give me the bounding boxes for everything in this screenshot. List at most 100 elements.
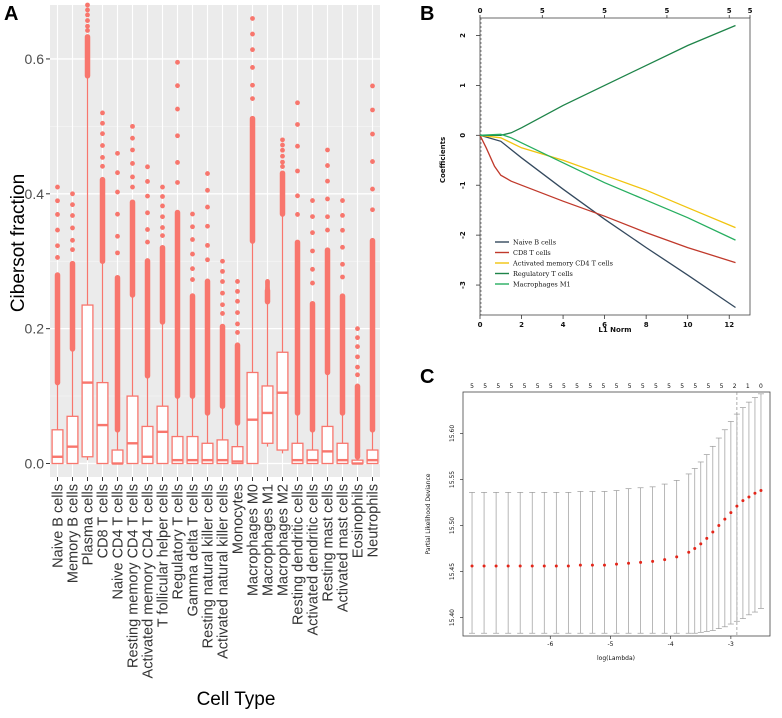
cv-mean-point xyxy=(717,524,721,528)
outlier-point xyxy=(100,110,105,116)
outlier-point xyxy=(340,261,345,267)
box-iqr xyxy=(276,351,289,451)
outlier-point xyxy=(310,230,315,236)
panel-b-top-tick-label: 5 xyxy=(748,7,753,15)
panel-b-top-tick-label: 5 xyxy=(602,7,607,15)
panel-c-top-label: 5 xyxy=(575,383,579,390)
outlier-point xyxy=(235,288,240,294)
cv-mean-point xyxy=(729,511,733,515)
outlier-point xyxy=(160,194,165,199)
panel-c-cv-curve: -6 -5 -4 -3 15.40 15.45 15.50 15.55 15.60 5 5 5 5 5 5 5… xyxy=(425,383,771,662)
outlier-point xyxy=(355,364,360,370)
panel-a-x-axis-title: Cell Type xyxy=(197,689,276,710)
box-resting-mast-cells xyxy=(321,147,334,465)
cv-mean-point xyxy=(590,563,594,567)
panel-c-y-axis-title: Partial Likelihood Deviance xyxy=(425,473,432,554)
outlier-point xyxy=(175,106,180,112)
box-plasma-cells xyxy=(81,2,94,461)
panel-c-x-tick-label: -3 xyxy=(728,641,734,648)
box-activated-mast-cells xyxy=(336,198,349,465)
coef-path-regulatory-t-cells xyxy=(480,24,736,136)
legend-label: CD8 T cells xyxy=(513,249,551,257)
panel-c-top-label: 5 xyxy=(496,383,500,390)
box-macrophages-m2 xyxy=(276,137,289,454)
outlier-point xyxy=(310,198,315,203)
outlier-point xyxy=(280,137,285,143)
outlier-point xyxy=(355,326,360,332)
outlier-point xyxy=(55,243,60,249)
box-iqr xyxy=(246,371,259,465)
panel-c-x-tick-label: -6 xyxy=(547,641,553,648)
outlier-point xyxy=(85,2,90,8)
outlier-point xyxy=(70,202,75,208)
outlier-point xyxy=(70,237,75,243)
outlier-point xyxy=(190,277,195,282)
cv-mean-point xyxy=(530,564,534,568)
box-monocytes xyxy=(231,279,244,465)
box-iqr xyxy=(111,449,124,465)
legend-label: Activated memory CD4 T cells xyxy=(512,259,613,267)
panel-a-category-label: Gamma delta T cells xyxy=(186,484,202,616)
outlier-point xyxy=(205,187,210,193)
outlier-point xyxy=(220,279,225,284)
cv-mean-point xyxy=(693,547,697,551)
panel-a-y-tick-label: 0.6 xyxy=(25,51,45,67)
panel-label-c: C xyxy=(420,366,434,388)
outlier-point xyxy=(55,184,60,190)
outlier-point xyxy=(355,335,360,341)
outlier-point xyxy=(205,204,210,210)
box-iqr xyxy=(321,425,334,465)
outlier-point xyxy=(160,225,165,230)
outlier-point xyxy=(100,120,105,126)
outlier-point xyxy=(205,171,210,176)
panel-c-y-tick-label: 15.40 xyxy=(449,609,456,626)
box-activated-dendritic-cells xyxy=(306,198,319,465)
outlier-point xyxy=(145,239,150,245)
outlier-point xyxy=(325,227,330,233)
outlier-point xyxy=(175,160,180,165)
outlier-point xyxy=(55,198,60,204)
outlier-point xyxy=(205,257,210,263)
outlier-point xyxy=(310,214,315,219)
outlier-point xyxy=(115,170,120,176)
panel-c-top-label: 5 xyxy=(641,383,645,390)
legend-label: Naive B cells xyxy=(513,238,556,246)
outlier-point xyxy=(370,107,375,113)
outlier-point xyxy=(130,174,135,180)
box-resting-natural-killer-cells xyxy=(201,171,214,465)
outlier-point xyxy=(220,302,225,308)
outlier-point xyxy=(55,227,60,233)
outlier-point xyxy=(205,242,210,248)
panel-a-category-label: Naive CD4 T cells xyxy=(111,484,127,600)
panel-label-b: B xyxy=(420,3,434,25)
outlier-point xyxy=(100,131,105,137)
outlier-point xyxy=(85,12,90,18)
panel-a-category-label: Regulatory T cells xyxy=(171,484,187,600)
legend-label: Regulatory T cells xyxy=(513,270,573,278)
box-iqr xyxy=(336,442,349,465)
box-neutrophils xyxy=(366,83,379,465)
panel-c-x-tick-label: -5 xyxy=(607,641,613,648)
outlier-point xyxy=(190,251,195,257)
outlier-point xyxy=(145,193,150,199)
outlier-point xyxy=(235,298,240,304)
box-iqr xyxy=(96,381,109,465)
panel-c-top-label: 0 xyxy=(759,383,763,390)
cv-mean-point xyxy=(675,555,679,559)
outlier-point xyxy=(85,28,90,33)
panel-c-top-label: 5 xyxy=(523,383,527,390)
outlier-point xyxy=(340,227,345,233)
outlier-point xyxy=(205,223,210,229)
outlier-point xyxy=(145,227,150,232)
box-iqr xyxy=(171,435,184,465)
cv-mean-point xyxy=(723,517,727,521)
outlier-point xyxy=(175,83,180,89)
outlier-point xyxy=(310,266,315,272)
cv-mean-point xyxy=(663,558,667,562)
cv-mean-point xyxy=(705,536,709,540)
panel-a-category-label: CD8 T cells xyxy=(96,484,112,558)
coef-path-macrophages-m1 xyxy=(479,133,736,241)
box-iqr xyxy=(126,395,139,465)
panel-a-category-label: Macrophages M1 xyxy=(261,484,277,596)
outlier-point xyxy=(340,198,345,203)
